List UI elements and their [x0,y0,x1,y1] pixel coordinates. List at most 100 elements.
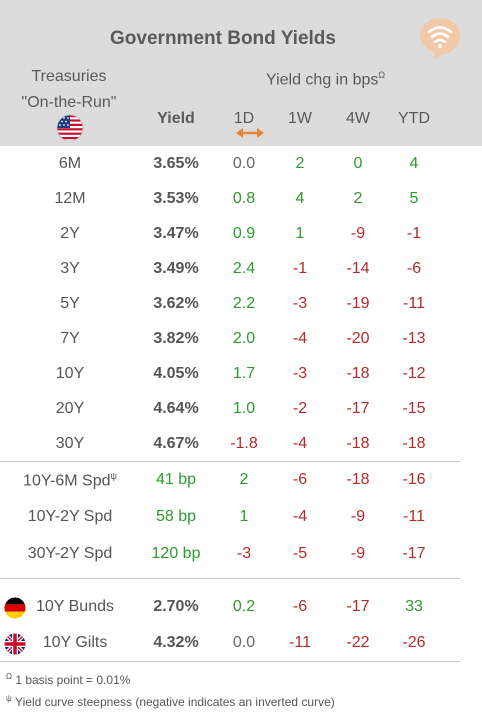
yield-value: 4.05% [153,365,199,382]
row-label-text: 30Y [55,435,85,452]
row-label-text: 3Y [60,260,80,277]
row-label: 3Y [0,260,140,278]
table-header: Government Bond Yields Treasuries "On-th… [0,0,482,146]
change-1w: -3 [292,295,308,312]
change-1w: -11 [289,634,311,651]
change-1d: 2.0 [232,330,256,347]
table-row: 30Y-2Y Spd 120 bp -3 -5 -9 -17 [0,537,482,571]
table-row: 6M 3.65% 0.0 2 0 4 [0,147,482,181]
page-title: Government Bond Yields [110,28,336,49]
yield-value: 2.70% [153,598,199,615]
yield-value: 4.67% [153,435,199,452]
change-1d: 2 [239,471,249,488]
row-label-text: 6M [58,155,82,172]
yield-value: 120 bp [151,545,201,562]
yield-value: 3.49% [153,260,199,277]
yield-value: 58 bp [155,508,197,525]
change-1w: 1 [295,225,305,242]
change-1d: 1.0 [232,400,256,417]
row-label: 12M [0,190,140,208]
row-label-text: 2Y [60,225,80,242]
column-header-ytd: YTD [398,110,430,127]
table-row: 20Y 4.64% 1.0 -2 -17 -15 [0,392,482,426]
yield-value: 3.65% [153,155,199,172]
table-row: 2Y 3.47% 0.9 1 -9 -1 [0,217,482,251]
change-4w: -17 [346,598,370,615]
change-1w: 4 [295,190,305,207]
change-4w: -9 [350,225,366,242]
yield-value: 41 bp [155,471,197,488]
double-arrow-icon [236,128,264,138]
change-ytd: -13 [402,330,426,347]
row-label: 10Y Gilts [42,634,108,651]
change-ytd: -12 [402,365,426,382]
row-label-text: 10Y-6M Spd [23,472,111,490]
table-row: 12M 3.53% 0.8 4 2 5 [0,182,482,216]
treasuries-label: Treasuries [31,68,107,85]
change-4w: -9 [350,508,366,525]
change-1w: -4 [292,435,308,452]
uk-flag-icon [4,633,26,655]
change-1d: 0.0 [232,634,256,651]
change-1d: 1.7 [232,365,256,382]
on-the-run-label: "On-the-Run" [21,94,117,111]
yield-value: 3.82% [153,330,199,347]
change-1d: -3 [236,545,252,562]
change-4w: 2 [353,190,363,207]
change-4w: -9 [350,545,366,562]
change-ytd: -18 [402,435,426,452]
change-ytd: 4 [409,155,419,172]
table-row: 7Y 3.82% 2.0 -4 -20 -13 [0,322,482,356]
change-ytd: 5 [409,190,419,207]
row-label: 7Y [0,330,140,348]
change-4w: -18 [346,471,370,488]
change-1d: 0.0 [232,155,256,172]
footnote-yield-curve: ψ Yield curve steepness (negative indica… [6,694,335,709]
change-1w: -4 [292,330,308,347]
yield-value: 4.64% [153,400,199,417]
change-4w: -22 [346,634,370,651]
row-label: 5Y [0,295,140,313]
change-ytd: -16 [402,471,426,488]
row-label: 30Y-2Y Spd [0,545,140,563]
change-1w: 2 [295,155,305,172]
row-label-text: 5Y [60,295,80,312]
change-1d: 2.4 [232,260,256,277]
change-4w: -14 [346,260,370,277]
change-ytd: -17 [402,545,426,562]
change-4w: -18 [346,435,370,452]
change-1w: -4 [292,508,308,525]
section-divider [0,578,460,579]
yield-change-label: Yield chg in bpsΩ [266,70,386,89]
change-4w: -19 [346,295,370,312]
row-label-text: 20Y [55,400,85,417]
table-row: 30Y 4.67% -1.8 -4 -18 -18 [0,427,482,461]
footnote-basis-point: Ω 1 basis point = 0.01% [6,672,131,687]
change-1w: -5 [292,545,308,562]
change-1d: 1 [239,508,249,525]
change-1w: -6 [292,471,308,488]
table-row: 10Y-2Y Spd 58 bp 1 -4 -9 -11 [0,500,482,534]
yield-value: 3.62% [153,295,199,312]
row-label-text: 30Y-2Y Spd [27,545,113,562]
row-label-text: 12M [54,190,86,207]
yield-value: 4.32% [153,634,199,651]
row-label: 6M [0,155,140,173]
change-4w: -20 [346,330,370,347]
us-flag-icon [56,114,84,142]
table-row: 5Y 3.62% 2.2 -3 -19 -11 [0,287,482,321]
change-ytd: -11 [403,508,425,525]
row-label: 10Y-2Y Spd [0,508,140,526]
change-ytd: -26 [402,634,426,651]
row-label-text: 10Y-2Y Spd [27,508,113,525]
column-header-yield: Yield [157,110,195,127]
change-1d: 0.2 [232,598,256,615]
change-4w: -17 [346,400,370,417]
row-label-text: 7Y [60,330,80,347]
change-ytd: -6 [406,260,422,277]
yield-value: 3.53% [153,190,199,207]
change-1d: 2.2 [232,295,256,312]
change-ytd: -11 [403,295,425,312]
column-header-4w: 4W [346,110,370,127]
